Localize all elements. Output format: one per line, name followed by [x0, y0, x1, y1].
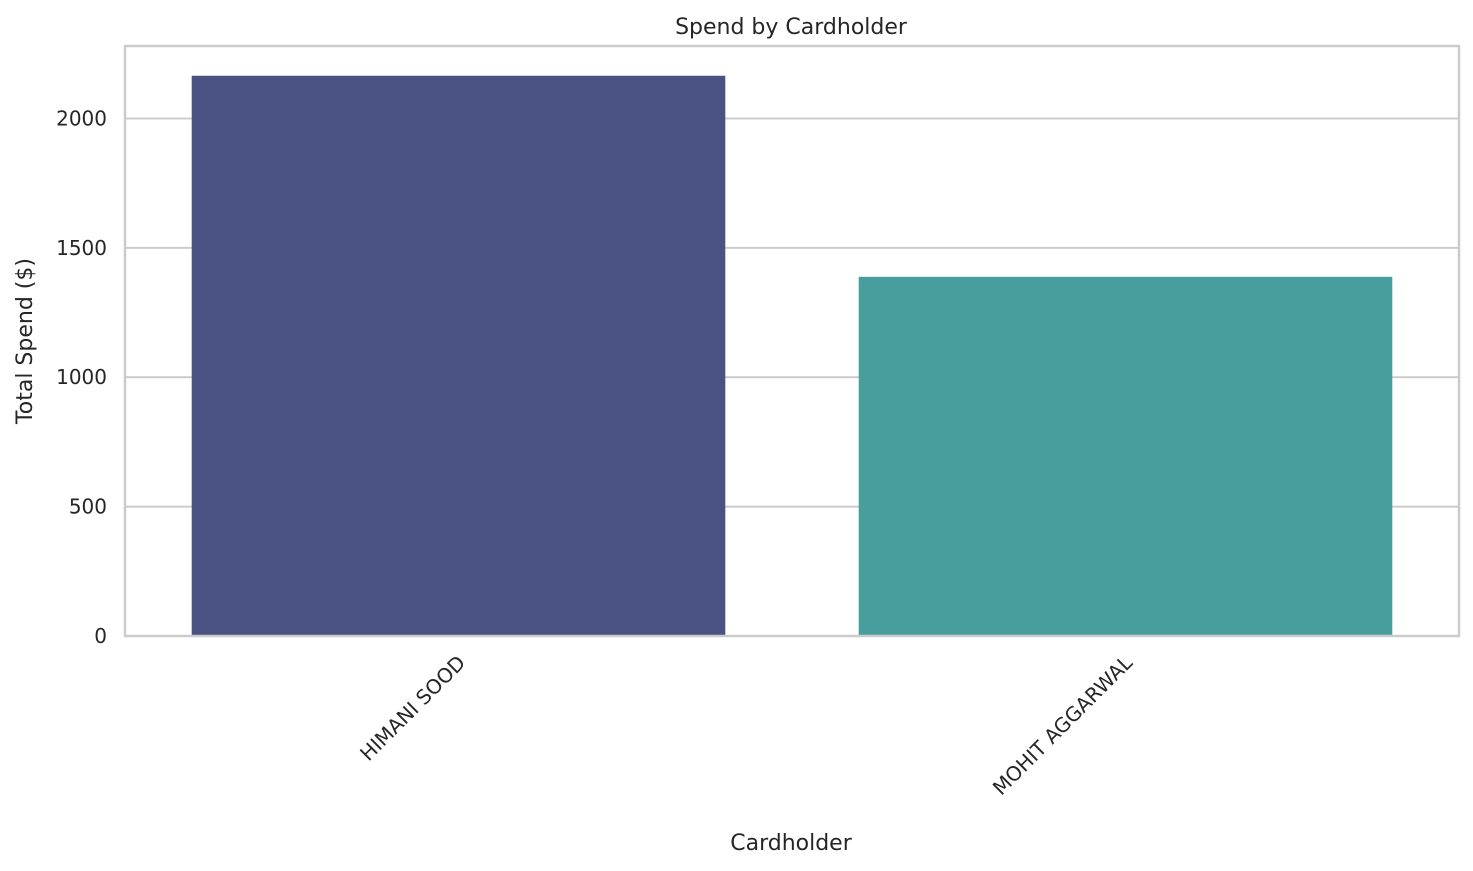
y-tick-label-2000: 2000 — [56, 106, 107, 130]
y-tick-label-1500: 1500 — [56, 236, 107, 260]
y-tick-label-500: 500 — [69, 495, 107, 519]
plot-frame — [123, 44, 1461, 638]
x-axis-label: Cardholder — [730, 831, 852, 856]
plot-area — [123, 44, 1461, 638]
bar-himani-sood — [191, 75, 726, 636]
y-axis-label: Total Spend ($) — [13, 258, 38, 425]
bars — [191, 75, 1393, 636]
y-tick-label-0: 0 — [94, 624, 107, 648]
bar-mohit-aggarwal — [858, 276, 1393, 636]
y-axis-ticks: 0 500 1000 1500 2000 — [56, 106, 107, 648]
y-tick-label-1000: 1000 — [56, 365, 107, 389]
chart-title: Spend by Cardholder — [675, 15, 908, 40]
